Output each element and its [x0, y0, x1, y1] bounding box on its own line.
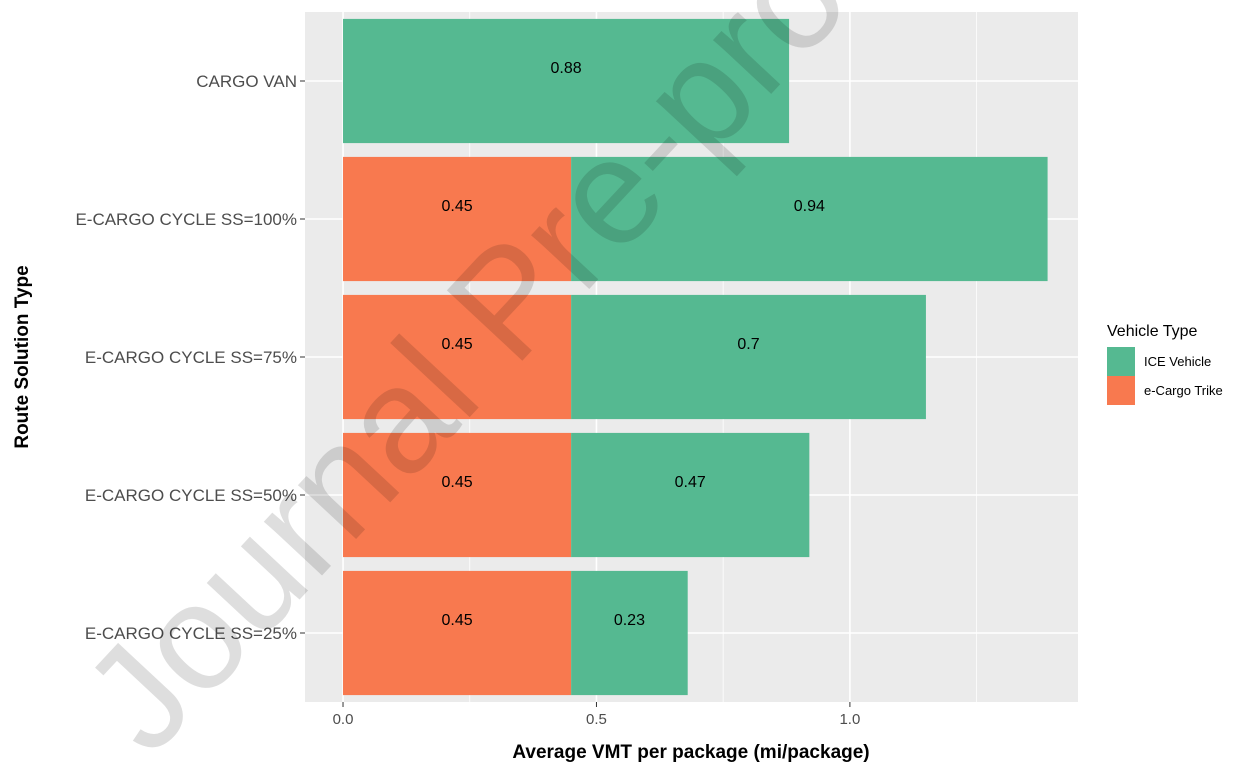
- x-tick-label: 1.0: [839, 711, 860, 728]
- y-tick-label: E-CARGO CYCLE SS=100%: [75, 210, 297, 229]
- legend-key-e-cargo-trike: [1107, 376, 1135, 405]
- bars: [343, 18, 1048, 696]
- bar-labels: 0.88 0.45 0.94 0.45 0.7 0.45 0.47 0.45 0.23: [441, 60, 825, 629]
- bar-value-label: 0.45: [441, 198, 472, 215]
- bar-value-label: 0.23: [614, 612, 645, 629]
- bar-ice-vehicle: [571, 570, 688, 696]
- bar-e-cargo-trike: [343, 432, 572, 558]
- y-tick-label: E-CARGO CYCLE SS=50%: [85, 486, 297, 505]
- legend-key-ice-vehicle: [1107, 347, 1135, 376]
- x-axis: 0.0 0.5 1.0: [333, 702, 860, 728]
- bar-ice-vehicle: [343, 18, 790, 144]
- legend-title: Vehicle Type: [1107, 323, 1198, 340]
- bar-e-cargo-trike: [343, 156, 572, 282]
- bar-e-cargo-trike: [343, 570, 572, 696]
- bar-value-label: 0.45: [441, 474, 472, 491]
- y-tick-label: E-CARGO CYCLE SS=75%: [85, 348, 297, 367]
- bar-value-label: 0.45: [441, 612, 472, 629]
- y-tick-label: CARGO VAN: [196, 72, 297, 91]
- legend-label-ice-vehicle: ICE Vehicle: [1144, 354, 1211, 369]
- bar-ice-vehicle: [571, 432, 810, 558]
- y-axis-title: Route Solution Type: [12, 265, 33, 448]
- legend: Vehicle Type ICE Vehicle e-Cargo Trike: [1107, 323, 1223, 405]
- bar-ice-vehicle: [571, 156, 1048, 282]
- bar-e-cargo-trike: [343, 294, 572, 420]
- bar-value-label: 0.7: [737, 336, 759, 353]
- bar-ice-vehicle: [571, 294, 926, 420]
- bar-value-label: 0.45: [441, 336, 472, 353]
- x-tick-label: 0.0: [333, 711, 354, 728]
- y-axis: CARGO VAN E-CARGO CYCLE SS=100% E-CARGO CY…: [75, 72, 305, 643]
- x-axis-title: Average VMT per package (mi/package): [512, 742, 869, 763]
- bar-value-label: 0.47: [675, 474, 706, 491]
- bar-value-label: 0.88: [550, 60, 581, 77]
- x-tick-label: 0.5: [586, 711, 607, 728]
- y-tick-label: E-CARGO CYCLE SS=25%: [85, 624, 297, 643]
- legend-label-e-cargo-trike: e-Cargo Trike: [1144, 383, 1223, 398]
- bar-value-label: 0.94: [794, 198, 825, 215]
